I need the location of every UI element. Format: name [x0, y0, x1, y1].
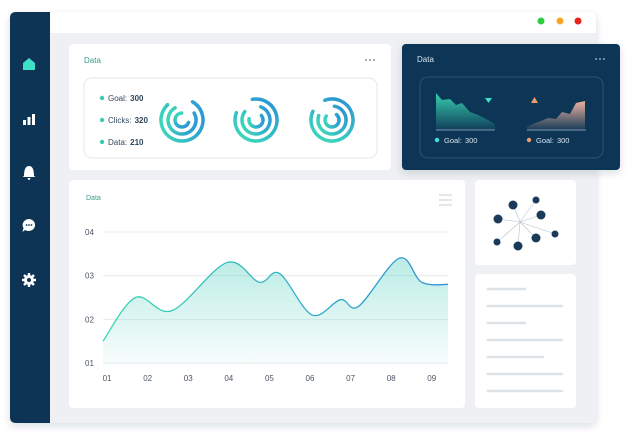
x-tick-label: 06: [306, 374, 315, 383]
dark-card: [402, 44, 620, 170]
area: [103, 257, 448, 365]
menu-dots[interactable]: [365, 59, 375, 61]
stat-value: 210: [130, 138, 144, 147]
window-dot[interactable]: [556, 17, 564, 25]
y-tick-label: 02: [85, 315, 94, 324]
ring-charts: [159, 97, 355, 143]
legend-item: Goal: 300: [536, 136, 569, 145]
menu-dots[interactable]: [595, 58, 605, 60]
home-icon[interactable]: [23, 58, 35, 70]
legend-dot: [526, 137, 532, 143]
legend-dot: [434, 137, 440, 143]
legend-value: 300: [465, 136, 478, 145]
x-tick-label: 04: [224, 374, 233, 383]
x-tick-label: 03: [184, 374, 193, 383]
network-nodes: [493, 196, 559, 251]
stat-dot: [99, 117, 105, 123]
x-tick-label: 05: [265, 374, 274, 383]
chat-icon[interactable]: [22, 219, 36, 232]
network-card: [475, 180, 576, 265]
legend-label: Goal:: [536, 136, 554, 145]
x-tick-label: 02: [143, 374, 152, 383]
stats-icon[interactable]: [23, 114, 35, 125]
stat-value: 320: [135, 116, 149, 125]
card-title: Data: [84, 56, 101, 65]
stats-box: [83, 77, 378, 159]
legend-value: 300: [557, 136, 570, 145]
stat-item: Goal: 300: [108, 94, 144, 103]
x-tick-label: 08: [387, 374, 396, 383]
y-tick-label: 04: [85, 228, 94, 237]
stat-label: Clicks:: [108, 116, 132, 125]
sidebar: [10, 12, 50, 423]
x-tick-label: 09: [427, 374, 436, 383]
placeholder-lines: [486, 287, 564, 393]
legend-label: Goal:: [444, 136, 462, 145]
x-tick-label: 01: [103, 374, 112, 383]
window-dot[interactable]: [574, 17, 582, 25]
stat-item: Data: 210: [108, 138, 144, 147]
mini-arrow: [485, 98, 492, 103]
y-tick-label: 01: [85, 359, 94, 368]
stat-label: Goal:: [108, 94, 127, 103]
hamburger-icon[interactable]: [439, 194, 452, 206]
mini-area: [436, 93, 495, 130]
mini-area: [527, 101, 585, 130]
legend-item: Goal: 300: [444, 136, 477, 145]
dark-box: [419, 76, 604, 159]
line: [102, 257, 449, 342]
chart-title: Data: [86, 195, 101, 202]
stat-item: Clicks: 320: [108, 116, 148, 125]
y-tick-label: 03: [85, 272, 94, 281]
stat-dot: [99, 139, 105, 145]
mini-arrow: [531, 97, 538, 103]
window-dot[interactable]: [537, 17, 545, 25]
x-tick-label: 07: [346, 374, 355, 383]
stat-value: 300: [130, 94, 144, 103]
settings-icon[interactable]: [22, 273, 36, 287]
card-title: Data: [417, 55, 434, 64]
stat-dot: [99, 95, 105, 101]
stat-label: Data:: [108, 138, 127, 147]
bell-icon[interactable]: [22, 166, 36, 180]
